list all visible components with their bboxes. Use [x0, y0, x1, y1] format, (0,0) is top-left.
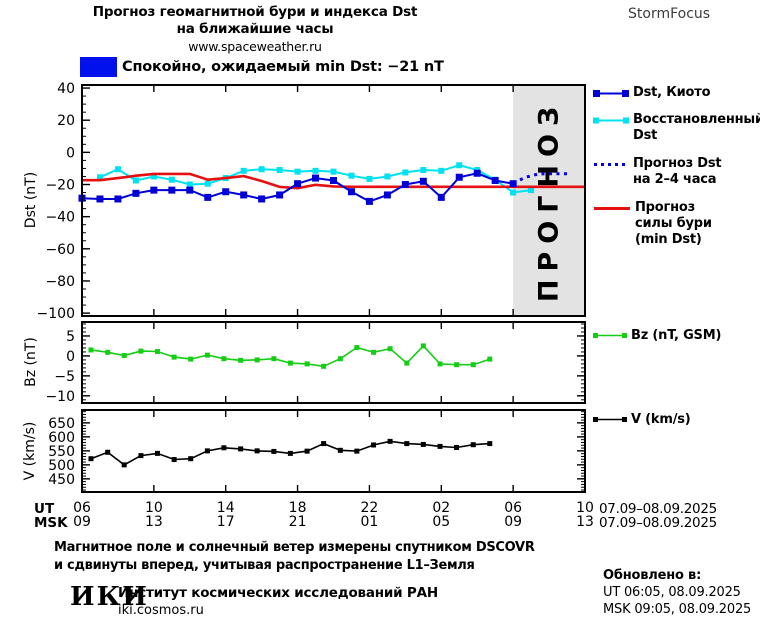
xtick-ut-label: 18	[289, 500, 307, 516]
legend-label-restored-line2: Dst	[633, 128, 658, 143]
legend-item-storm-forecast: Прогноз силы бури (min Dst)	[593, 200, 712, 248]
ytick-label: 550	[48, 444, 75, 460]
ytick-label: −5	[54, 369, 75, 385]
v-line-icon	[593, 417, 627, 422]
title-line-1: Прогноз геомагнитной бури и индекса Dst	[92, 4, 418, 20]
legend-item-dst-kyoto: Dst, Киото	[593, 85, 711, 101]
ytick-label: 600	[48, 430, 75, 446]
institute-name: Институт космических исследований РАН	[118, 585, 438, 601]
v-axis-label: V (km/s)	[22, 421, 38, 481]
updated-at-ut: UT 06:05, 08.09.2025	[603, 585, 741, 600]
storm-level-color-icon	[80, 57, 117, 77]
series-v	[88, 438, 493, 468]
ytick-label: −80	[45, 274, 75, 290]
ytick-label: −60	[45, 242, 75, 258]
xtick-ut-label: 14	[217, 500, 235, 516]
bz-line-icon	[593, 333, 627, 338]
title-line-2: на ближайшие часы	[176, 21, 334, 37]
legend-label-restored-line1: Восстановленный	[633, 112, 760, 127]
legend-label-restored: Восстановленный Dst	[633, 112, 760, 144]
xtick-msk-label: 05	[432, 514, 450, 530]
xtick-ut-label: 10	[576, 500, 594, 516]
xtick-ut-label: 22	[361, 500, 379, 516]
ut-row-label: UT	[34, 501, 55, 517]
xtick-msk-label: 21	[289, 514, 307, 530]
legend-item-v: V (km/s)	[593, 412, 691, 428]
legend-item-dst-forecast: Прогноз Dst на 2–4 часа	[593, 156, 722, 188]
updated-at-msk: MSK 09:05, 08.09.2025	[603, 602, 752, 617]
forecast-watermark: ПРОГНОЗ	[534, 99, 565, 302]
footnote-line-2: и сдвинуты вперед, учитывая распростране…	[54, 558, 475, 573]
dst-forecast-dotted-line-icon	[594, 163, 628, 166]
updated-at-label: Обновлено в:	[603, 568, 702, 583]
xtick-msk-label: 09	[504, 514, 522, 530]
ytick-label: −100	[37, 306, 75, 322]
ytick-label: 0	[66, 145, 75, 161]
legend-label-storm-line3: (min Dst)	[635, 232, 702, 247]
restored-dst-line-icon	[593, 117, 629, 124]
legend-label-bz: Bz (nT, GSM)	[631, 328, 722, 343]
legend-label-kyoto: Dst, Киото	[633, 85, 711, 100]
brand-label: StormFocus	[628, 6, 711, 22]
ytick-label: −40	[45, 210, 75, 226]
series-dst-kyoto	[78, 169, 517, 205]
msk-date-range: 07.09–08.09.2025	[599, 515, 717, 531]
series-storm-forecast	[82, 172, 585, 190]
ytick-label: 20	[57, 113, 75, 129]
ut-date-range: 07.09–08.09.2025	[599, 501, 717, 517]
xtick-msk-label: 09	[73, 514, 91, 530]
legend-label-forecast-line1: Прогноз Dst	[633, 156, 722, 171]
legend-label-storm: Прогноз силы бури (min Dst)	[635, 200, 712, 248]
iki-logo: ИКИ	[70, 582, 149, 612]
xtick-ut-label: 10	[145, 500, 163, 516]
legend-label-forecast-line2: на 2–4 часа	[633, 172, 717, 187]
ytick-label: 450	[48, 472, 75, 488]
chart-panel-1: 5 0 −5 −10	[45, 321, 586, 405]
site-url: www.spaceweather.ru	[188, 39, 322, 54]
storm-level-swatch	[80, 57, 117, 77]
series-dst-forecast	[512, 172, 571, 185]
legend-item-bz: Bz (nT, GSM)	[593, 328, 721, 344]
ytick-label: −20	[45, 178, 75, 194]
legend-label-storm-line1: Прогноз	[635, 200, 695, 215]
legend-label-forecast: Прогноз Dst на 2–4 часа	[633, 156, 722, 188]
page-title: Прогноз геомагнитной бури и индекса Dst …	[75, 4, 435, 55]
xtick-msk-label: 17	[217, 514, 235, 530]
msk-row-label: MSK	[34, 515, 68, 531]
xtick-msk-label: 13	[576, 514, 594, 530]
xtick-msk-label: 01	[361, 514, 379, 530]
series-restored-dst	[96, 162, 535, 196]
xtick-msk-label: 13	[145, 514, 163, 530]
legend-label-v: V (km/s)	[631, 412, 691, 427]
ytick-label: 40	[57, 81, 75, 97]
footnote-line-1: Магнитное поле и солнечный ветер измерен…	[54, 540, 535, 555]
series-bz	[88, 343, 493, 369]
forecast-region	[513, 86, 584, 315]
ytick-label: 0	[66, 349, 75, 365]
status-message: Спокойно, ожидаемый min Dst: −21 nT	[122, 59, 444, 75]
bz-axis-label: Bz (nT)	[23, 337, 39, 387]
xtick-ut-label: 02	[432, 500, 450, 516]
storm-forecast-line-icon	[594, 207, 630, 210]
ytick-label: 650	[48, 416, 75, 432]
dst-axis-label: Dst (nT)	[23, 171, 39, 229]
xtick-ut-label: 06	[504, 500, 522, 516]
chart-panel-0: ПРОГНОЗ 40 20 0 −20 −40 −60 −80 −100	[37, 81, 586, 322]
ytick-label: 500	[48, 458, 75, 474]
ytick-label: 5	[66, 329, 75, 345]
legend-label-storm-line2: силы бури	[635, 216, 712, 231]
ytick-label: −10	[45, 389, 75, 405]
legend-item-restored-dst: Восстановленный Dst	[593, 112, 760, 144]
dst-kyoto-line-icon	[593, 90, 629, 97]
institute-site-url: iki.cosmos.ru	[118, 603, 204, 618]
xtick-ut-label: 06	[73, 500, 91, 516]
